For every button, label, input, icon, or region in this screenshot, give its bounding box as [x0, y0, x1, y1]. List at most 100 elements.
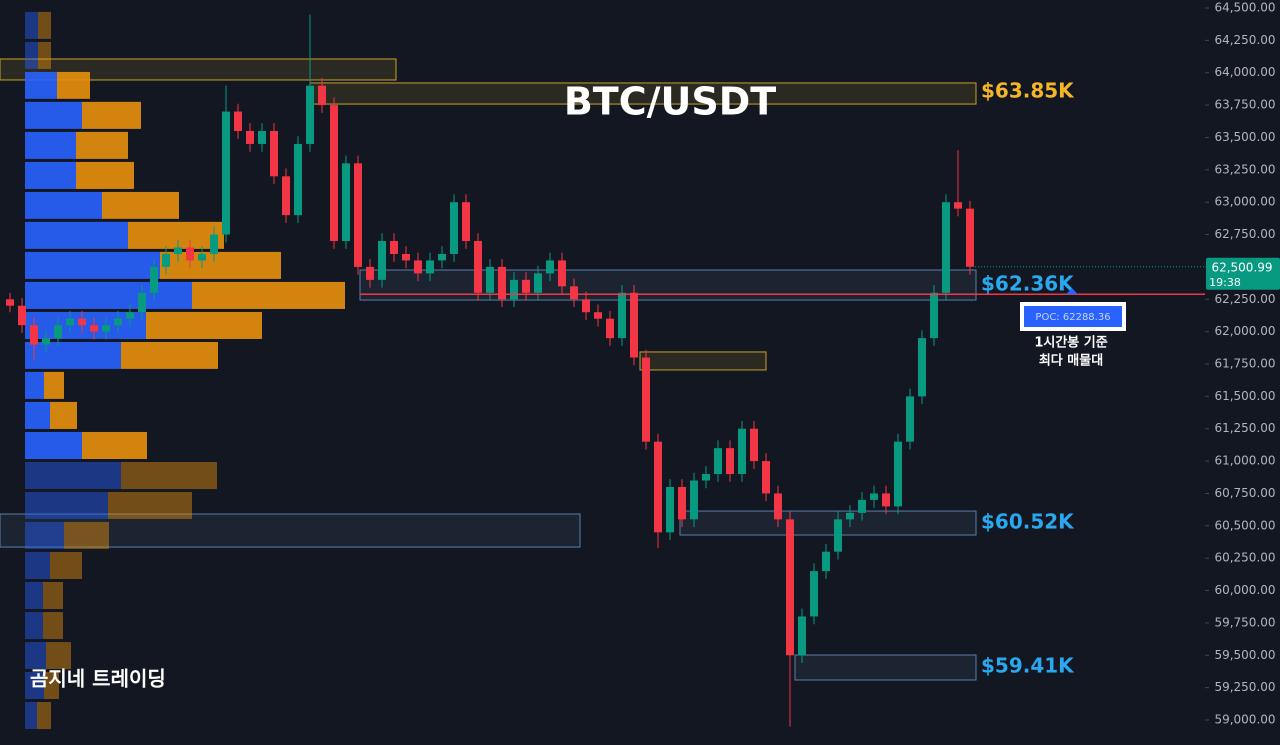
- y-tick-label: 60,750.00: [1214, 486, 1275, 500]
- level-label: $62.36K: [981, 272, 1075, 296]
- candle-body: [138, 292, 146, 313]
- countdown: 19:38: [1209, 276, 1241, 289]
- candle-body: [846, 512, 854, 520]
- profile-buy: [25, 582, 43, 610]
- candle-body: [294, 143, 302, 216]
- price-axis: 64,500.00 64,250.00 64,000.00 63,750.00 63,5…: [1205, 0, 1280, 745]
- profile-sell: [82, 431, 147, 459]
- y-tick-label: 63,250.00: [1214, 162, 1275, 176]
- volume-profile: [25, 11, 345, 730]
- candle-body: [714, 448, 722, 475]
- profile-buy: [25, 11, 38, 39]
- candle-body: [270, 130, 278, 177]
- y-tick-label: 61,750.00: [1214, 357, 1275, 371]
- candle-body: [774, 493, 782, 520]
- profile-sell: [121, 341, 218, 369]
- profile-sell: [38, 11, 51, 39]
- candle-body: [510, 279, 518, 300]
- profile-buy: [25, 521, 64, 549]
- y-tick-label: 61,000.00: [1214, 454, 1275, 468]
- candle-body: [594, 312, 602, 319]
- zone: [0, 58, 397, 81]
- poc-marker: [1066, 288, 1078, 295]
- candle-body: [198, 253, 206, 261]
- watermark: 곰지네 트레이딩: [30, 667, 166, 691]
- profile-sell: [50, 551, 82, 580]
- candle-body: [450, 202, 458, 254]
- profile-buy: [25, 161, 76, 189]
- candle-body: [354, 163, 362, 267]
- candle-body: [114, 318, 122, 326]
- profile-buy: [25, 251, 160, 279]
- candle-body: [834, 519, 842, 552]
- last-price-box: [1206, 257, 1280, 290]
- profile-buy: [25, 612, 43, 640]
- profile-sell: [108, 492, 192, 519]
- profile-sell: [128, 221, 224, 249]
- candle-body: [486, 266, 494, 293]
- y-tick-label: 64,000.00: [1214, 65, 1275, 79]
- profile-buy: [25, 131, 76, 159]
- poc-label: POC: 62288.36: [1035, 312, 1110, 323]
- y-tick-label: 61,500.00: [1214, 389, 1275, 403]
- profile-sell: [76, 161, 134, 189]
- chart-title: BTC/USDT: [564, 80, 776, 124]
- candle-body: [570, 286, 578, 300]
- y-tick-label: 60,000.00: [1214, 583, 1275, 597]
- level-label: $63.85K: [981, 79, 1075, 103]
- profile-sell: [160, 251, 281, 279]
- profile-buy: [25, 281, 192, 309]
- poc-box: [1024, 306, 1122, 327]
- candle-body: [870, 493, 878, 500]
- profile-buy: [25, 492, 108, 519]
- candle-body: [558, 260, 566, 287]
- zone: [359, 269, 977, 301]
- candle-body: [822, 551, 830, 572]
- profile-sell: [44, 671, 59, 700]
- profile-sell: [43, 582, 63, 610]
- candle-body: [318, 85, 326, 106]
- candle-body: [426, 260, 434, 274]
- candle-body: [42, 338, 50, 345]
- profile-sell: [57, 71, 90, 99]
- y-tick-label: 59,000.00: [1214, 713, 1275, 727]
- profile-sell: [64, 521, 109, 549]
- zone: [639, 351, 767, 371]
- note-line: 최다 매물대: [1039, 353, 1103, 369]
- y-tick-label: 63,750.00: [1214, 98, 1275, 112]
- profile-buy: [25, 551, 50, 580]
- profile-buy: [25, 311, 146, 339]
- y-tick-label: 63,500.00: [1214, 130, 1275, 144]
- candle-body: [174, 247, 182, 254]
- profile-buy: [25, 702, 37, 730]
- candle-body: [966, 208, 974, 267]
- profile-sell: [76, 131, 128, 159]
- candle-body: [894, 441, 902, 507]
- y-tick-label: 62,000.00: [1214, 324, 1275, 338]
- candle-body: [642, 357, 650, 442]
- candle-body: [462, 202, 470, 242]
- annotations: $63.85K $62.36K $60.52K $59.41K POC: 62288.3…: [360, 79, 1280, 677]
- candle-body: [522, 279, 530, 293]
- candle-body: [78, 318, 86, 326]
- profile-sell: [146, 311, 262, 339]
- y-tick-label: 64,250.00: [1214, 33, 1275, 47]
- y-tick-label: 60,250.00: [1214, 551, 1275, 565]
- profile-buy: [25, 401, 50, 429]
- candle-body: [162, 253, 170, 267]
- candle-body: [186, 247, 194, 261]
- candle-body: [246, 130, 254, 144]
- y-tick-label: 62,750.00: [1214, 227, 1275, 241]
- candle-body: [882, 493, 890, 507]
- candle-body: [306, 85, 314, 144]
- candle-body: [738, 428, 746, 475]
- profile-buy: [25, 642, 46, 669]
- candle-body: [498, 266, 506, 300]
- candle-body: [702, 474, 710, 481]
- profile-buy: [25, 671, 44, 700]
- candle-body: [366, 266, 374, 280]
- axis-background: [1205, 0, 1280, 745]
- profile-sell: [192, 281, 345, 309]
- profile-sell: [46, 642, 71, 669]
